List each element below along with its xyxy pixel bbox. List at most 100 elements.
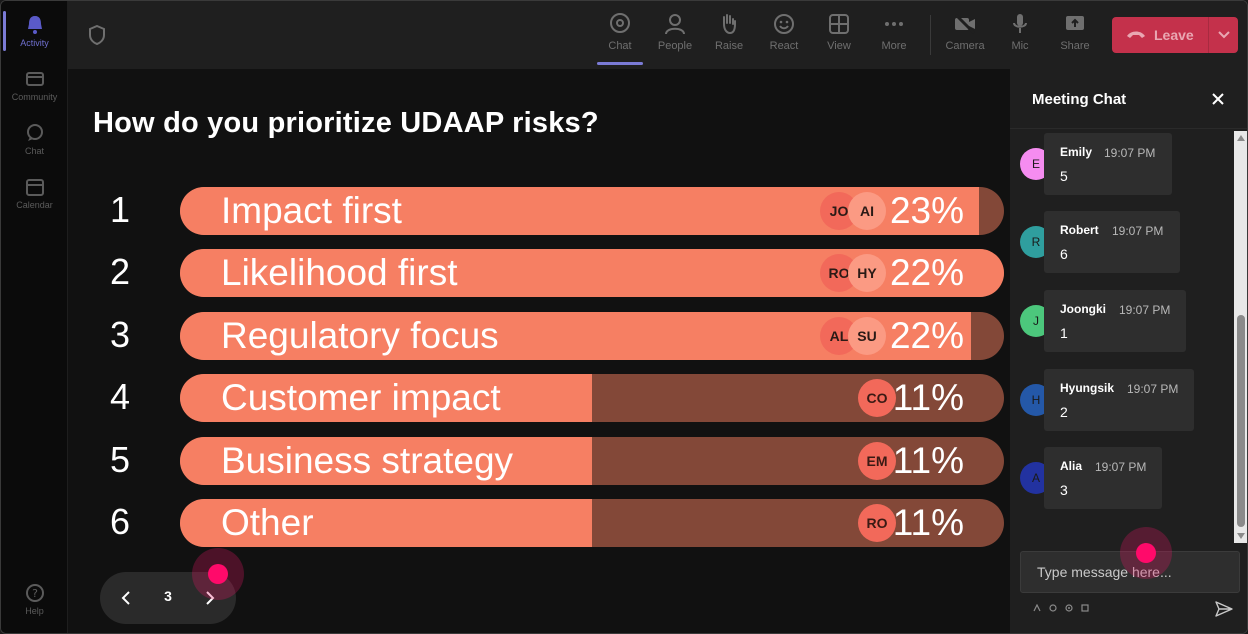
format-icon[interactable]: [1032, 603, 1042, 613]
people-button[interactable]: People: [650, 11, 700, 61]
rail-item-community[interactable]: Community: [1, 59, 68, 111]
message-text: 6: [1060, 246, 1068, 262]
camera-button-label: Camera: [945, 40, 985, 52]
option-bar-fill: [180, 499, 592, 547]
shield-icon: [88, 24, 106, 50]
sender-name: Joongki: [1060, 302, 1107, 316]
attach-icon[interactable]: [1048, 603, 1058, 613]
view-button[interactable]: View: [814, 11, 864, 61]
app-rail: Activity Community Chat Calendar ? Help: [1, 1, 68, 633]
message-time: 19:07 PM: [1095, 460, 1147, 474]
option-percent: 11%: [892, 502, 964, 543]
send-button[interactable]: [1214, 599, 1234, 619]
microphone-icon: [1007, 11, 1033, 37]
compose-toolbar: [1032, 603, 1090, 613]
poll-results-panel: How do you prioritize UDAAP risks? 1 Impa…: [68, 69, 1010, 633]
chat-header: Meeting Chat: [1010, 69, 1247, 129]
meeting-chat-panel: Meeting Chat E Emily 19:07 PM 5 R Robert 19:07…: [1010, 69, 1247, 633]
grid-icon: [826, 11, 852, 37]
option-bar: Likelihood first 22% RO HY: [180, 249, 1004, 297]
voter-avatar: CO: [858, 379, 896, 417]
option-number: 3: [109, 314, 131, 355]
sender-name: Hyungsik: [1060, 381, 1115, 395]
rail-item-help[interactable]: ? Help: [1, 573, 68, 625]
sender-name: Robert: [1060, 223, 1099, 237]
message-text: 5: [1060, 168, 1068, 184]
scroll-down-arrow[interactable]: [1237, 533, 1245, 539]
message-text: 1: [1060, 325, 1068, 341]
emoji-icon[interactable]: [1064, 603, 1074, 613]
avatar-initial: A: [1031, 471, 1040, 485]
gif-icon[interactable]: [1080, 603, 1090, 613]
camera-off-icon: [952, 11, 978, 37]
close-chat-button[interactable]: [1208, 89, 1228, 109]
option-bar: Business strategy 11% EM: [180, 437, 1004, 485]
leave-main-button[interactable]: Leave: [1112, 17, 1208, 53]
voter-avatar: EM: [858, 442, 896, 480]
chat-message: Alia 19:07 PM 3: [1044, 447, 1162, 509]
share-button[interactable]: Share: [1050, 11, 1100, 61]
option-number: 4: [109, 376, 131, 417]
more-button[interactable]: More: [869, 11, 919, 61]
option-number: 2: [109, 251, 131, 292]
rail-item-label: Chat: [24, 146, 44, 156]
chat-button[interactable]: Chat: [595, 11, 645, 65]
option-label: Other: [221, 502, 314, 543]
help-icon: ?: [24, 582, 46, 604]
toolbar-divider: [930, 15, 931, 55]
chat-icon: [24, 122, 46, 144]
rail-item-label: Calendar: [16, 200, 53, 210]
poll-option-row: 3 Regulatory focus 22% AL SU: [68, 312, 1010, 360]
option-percent: 22%: [889, 315, 964, 356]
message-text: 3: [1060, 482, 1068, 498]
leave-label: Leave: [1154, 27, 1194, 43]
leave-button[interactable]: Leave: [1112, 17, 1238, 53]
option-bar: Customer impact 11% CO: [180, 374, 1004, 422]
option-percent: 11%: [892, 377, 964, 418]
chevron-down-icon: [1217, 26, 1230, 44]
option-number: 6: [109, 501, 131, 542]
option-bar: Other 11% RO: [180, 499, 1004, 547]
chat-button-label: Chat: [608, 40, 632, 52]
send-icon: [1215, 601, 1233, 617]
hand-icon: [716, 11, 742, 37]
poll-question: How do you prioritize UDAAP risks?: [93, 107, 599, 139]
person-icon: [662, 11, 688, 37]
close-icon: [1212, 93, 1224, 105]
community-icon: [24, 68, 46, 90]
mic-button[interactable]: Mic: [995, 11, 1045, 61]
poll-option-row: 6 Other 11% RO: [68, 499, 1010, 547]
rail-item-chat[interactable]: Chat: [1, 113, 68, 165]
leave-options-button[interactable]: [1208, 17, 1238, 53]
more-dots-icon: [881, 11, 907, 37]
rail-item-activity[interactable]: Activity: [1, 5, 68, 57]
option-label: Likelihood first: [221, 252, 458, 293]
scroll-up-arrow[interactable]: [1237, 135, 1245, 141]
chat-scrollbar[interactable]: [1234, 131, 1247, 543]
option-bar-fill: [180, 374, 592, 422]
rail-item-calendar[interactable]: Calendar: [1, 167, 68, 219]
page-number: 3: [164, 588, 172, 604]
option-bar-fill: [180, 437, 592, 485]
avatar-initial: E: [1031, 157, 1040, 171]
chat-message: Joongki 19:07 PM 1: [1044, 290, 1186, 352]
avatar-initial: J: [1033, 314, 1039, 328]
camera-button[interactable]: Camera: [940, 11, 990, 61]
chat-icon: [607, 11, 633, 37]
smiley-icon: [771, 11, 797, 37]
previous-page-button[interactable]: [114, 586, 138, 610]
react-button[interactable]: React: [759, 11, 809, 61]
message-text: 2: [1060, 404, 1068, 420]
scroll-thumb[interactable]: [1237, 315, 1245, 527]
share-screen-icon: [1062, 11, 1088, 37]
raise-hand-button[interactable]: Raise: [704, 11, 754, 61]
message-time: 19:07 PM: [1104, 146, 1156, 160]
chat-message-input[interactable]: [1020, 551, 1240, 593]
chevron-right-icon: [206, 591, 215, 605]
option-number: 5: [109, 439, 131, 480]
rail-item-label: Community: [11, 92, 58, 102]
chevron-left-icon: [121, 591, 130, 605]
message-time: 19:07 PM: [1127, 382, 1179, 396]
next-page-button[interactable]: [198, 586, 222, 610]
